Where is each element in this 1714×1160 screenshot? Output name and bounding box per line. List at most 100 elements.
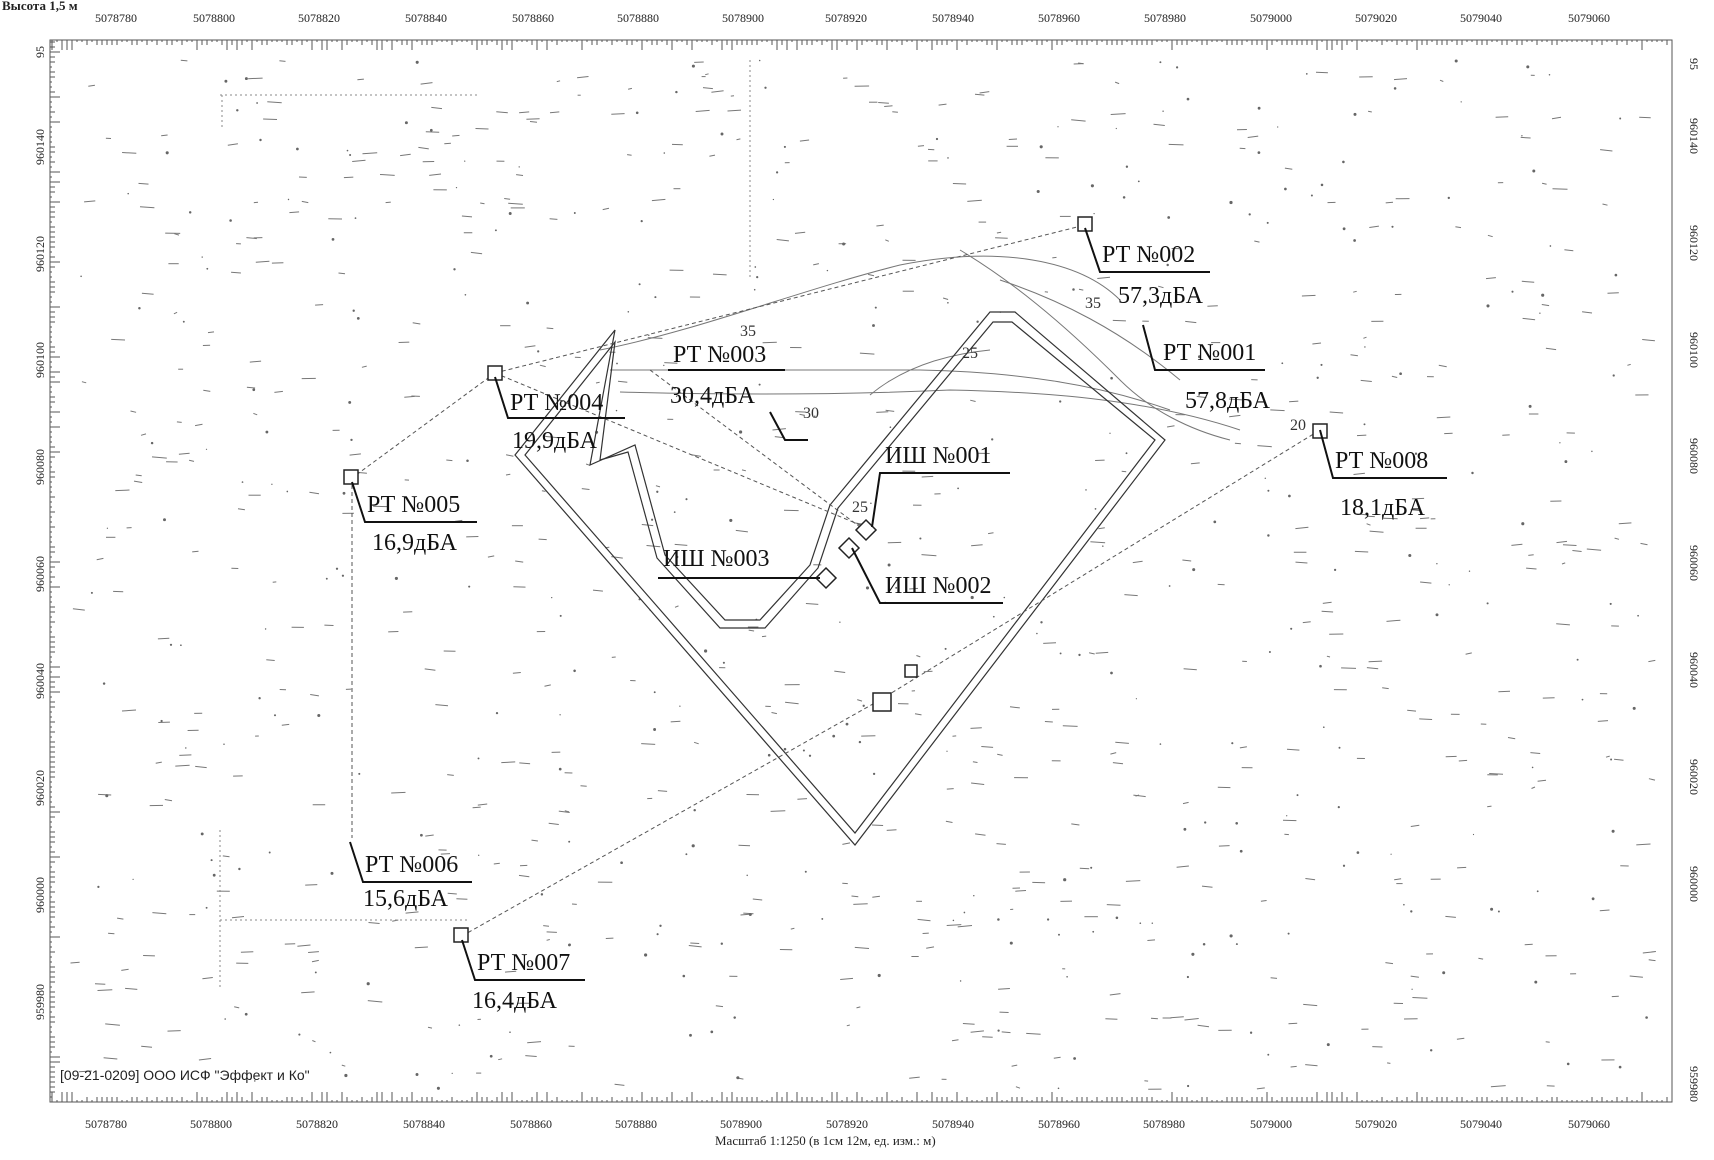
map-symbol [1088, 652, 1095, 655]
receiver-marker[interactable] [904, 664, 918, 678]
map-symbol [859, 352, 875, 355]
map-dot [1192, 568, 1196, 572]
map-dot [1645, 1016, 1648, 1019]
map-symbol [1341, 667, 1357, 669]
map-symbol [916, 655, 921, 658]
map-symbol [141, 1045, 153, 1048]
map-dot [350, 438, 353, 442]
map-symbol [1485, 277, 1496, 280]
map-symbol [78, 1070, 92, 1073]
map-symbol [1478, 957, 1484, 960]
map-symbol [664, 362, 678, 364]
map-symbol [133, 480, 143, 483]
map-dot [559, 714, 561, 716]
map-symbol [140, 433, 147, 436]
receiver-marker[interactable] [343, 469, 359, 485]
map-dot [739, 430, 743, 434]
map-symbol [647, 337, 663, 339]
map-symbol [246, 237, 257, 240]
source-marker[interactable] [814, 566, 838, 590]
map-symbol [1254, 240, 1260, 243]
map-symbol [1436, 416, 1451, 419]
map-symbol [1229, 398, 1243, 401]
map-dot [573, 669, 576, 673]
map-dot [210, 859, 213, 862]
map-symbol [996, 843, 1006, 845]
map-symbol [790, 927, 795, 930]
map-symbol [1614, 537, 1620, 540]
map-dot [1497, 910, 1500, 913]
y-tick-label: 95 [1687, 58, 1701, 70]
map-symbol [854, 946, 870, 949]
map-symbol [192, 550, 199, 553]
map-dot [458, 1024, 461, 1026]
map-symbol [96, 557, 104, 561]
map-dot [1009, 941, 1013, 945]
receiver-value-rt007: 16,4дБА [472, 988, 558, 1014]
map-dot [464, 160, 466, 162]
map-dot [106, 527, 109, 529]
map-dot [1267, 489, 1270, 492]
map-symbol [564, 810, 570, 813]
map-dot [1471, 471, 1474, 475]
map-symbol [1125, 880, 1141, 882]
x-tick-label: 5079060 [1568, 1117, 1610, 1131]
map-dot [992, 615, 995, 618]
connection-line [494, 372, 866, 528]
map-dot [832, 734, 836, 738]
map-dot [1486, 602, 1489, 605]
map-dot [685, 853, 688, 856]
map-dot [1063, 878, 1067, 882]
map-symbol [1305, 1064, 1318, 1067]
map-dot [1447, 196, 1450, 200]
map-dot [1549, 245, 1552, 247]
map-dot [682, 974, 686, 978]
map-symbol [176, 421, 182, 423]
map-symbol [117, 917, 124, 920]
map-symbol [222, 855, 230, 858]
map-symbol [1110, 752, 1117, 755]
map-dot [366, 982, 370, 986]
map-dot [558, 767, 562, 771]
map-symbol [842, 842, 851, 845]
map-symbol [970, 1030, 984, 1033]
map-dot [1342, 160, 1345, 164]
map-symbol [1639, 116, 1651, 119]
receiver-marker[interactable] [872, 692, 892, 712]
map-dot [1102, 545, 1104, 547]
map-dot [653, 728, 657, 731]
map-symbol [431, 106, 443, 110]
map-symbol [195, 765, 207, 769]
receiver-value-rt001: 57,8дБА [1185, 388, 1271, 414]
map-symbol [240, 951, 254, 953]
map-symbol [151, 456, 167, 459]
map-dot [165, 151, 169, 155]
map-dot [1277, 126, 1279, 128]
map-dot [754, 266, 757, 268]
contour-line [619, 389, 1241, 431]
map-symbol [1071, 823, 1080, 826]
map-symbol [1618, 522, 1632, 525]
map-dot [1511, 290, 1514, 293]
map-symbol [1412, 997, 1428, 999]
map-symbol [548, 822, 559, 825]
map-symbol [813, 263, 820, 266]
map-dot [1611, 829, 1615, 833]
map-symbol [538, 538, 547, 541]
map-symbol [546, 939, 550, 941]
map-dot [241, 481, 244, 483]
map-symbol [1052, 256, 1057, 259]
map-symbol [975, 833, 986, 836]
map-dot [1618, 1065, 1622, 1069]
map-dot [1093, 212, 1095, 215]
map-dot [451, 1072, 453, 1075]
y-tick-label: 960080 [33, 449, 47, 485]
receiver-marker[interactable] [453, 927, 469, 943]
map-symbol [1394, 878, 1402, 881]
map-symbol [289, 211, 300, 214]
map-dot [1408, 553, 1412, 558]
map-dot [212, 873, 216, 877]
map-symbol [525, 1055, 537, 1057]
map-symbol [1301, 294, 1316, 297]
map-symbol [1419, 718, 1433, 720]
